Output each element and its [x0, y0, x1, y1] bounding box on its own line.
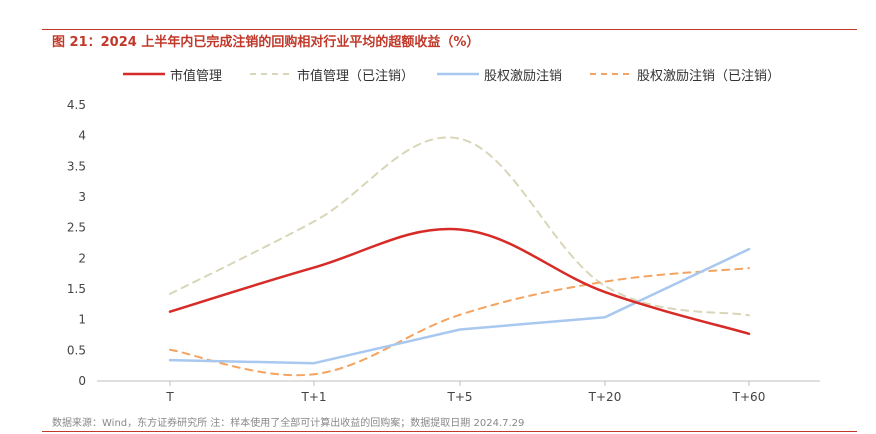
title-rule	[42, 29, 857, 30]
y-tick-label: 1	[78, 313, 86, 327]
legend-item-series-2: 市值管理（已注销）	[250, 64, 414, 84]
x-tick-label: T+1	[300, 390, 326, 404]
series-line-1	[168, 227, 751, 336]
legend-label-series-2: 市值管理（已注销）	[297, 68, 415, 84]
source-note: 数据来源：Wind，东方证券研究所 注：样本使用了全部可计算出收益的回购案；数据…	[52, 418, 525, 429]
legend-swatch-series-1	[123, 72, 165, 76]
y-tick-label: 2	[78, 251, 86, 265]
y-tick-label: 0	[78, 374, 86, 388]
legend-item-series-1: 市值管理	[123, 64, 222, 84]
footer-rule	[42, 431, 857, 432]
legend: 市值管理 市值管理（已注销） 股权激励注销 股权激励注销（已注销）	[0, 64, 876, 84]
series-line-4	[169, 267, 750, 377]
legend-swatch-series-2	[250, 73, 292, 75]
y-tick-label: 3	[78, 190, 86, 204]
y-tick-label: 1.5	[67, 282, 86, 296]
y-tick-label: 3.5	[67, 159, 86, 173]
x-tick-label: T+20	[588, 390, 622, 404]
x-tick-label: T+60	[732, 390, 766, 404]
y-tick-label: 4	[78, 129, 86, 143]
legend-label-series-1: 市值管理	[170, 68, 223, 84]
legend-item-series-4: 股权激励注销（已注销）	[590, 64, 780, 84]
chart-title: 图 21：2024 上半年内已完成注销的回购相对行业平均的超额收益（%）	[52, 35, 480, 50]
series-line-3	[168, 247, 751, 365]
x-tick-label: T	[165, 390, 174, 404]
y-tick-label: 2.5	[67, 221, 86, 235]
y-tick-label: 4.5	[67, 98, 86, 112]
y-tick-label: 0.5	[67, 343, 86, 357]
series-layer	[168, 136, 751, 377]
legend-swatch-series-3	[437, 72, 479, 76]
legend-label-series-3: 股权激励注销	[484, 68, 563, 84]
legend-swatch-series-4	[590, 73, 632, 75]
x-tick-label: T+5	[446, 390, 472, 404]
legend-label-series-4: 股权激励注销（已注销）	[637, 68, 781, 84]
axis-layer: 0 0.5 1 1.5 2 2.5 3 3.5 4 4.5 T T+1 T+5 T+20 T+60	[67, 98, 820, 404]
series-line-2	[169, 136, 750, 317]
legend-item-series-3: 股权激励注销	[437, 64, 562, 84]
